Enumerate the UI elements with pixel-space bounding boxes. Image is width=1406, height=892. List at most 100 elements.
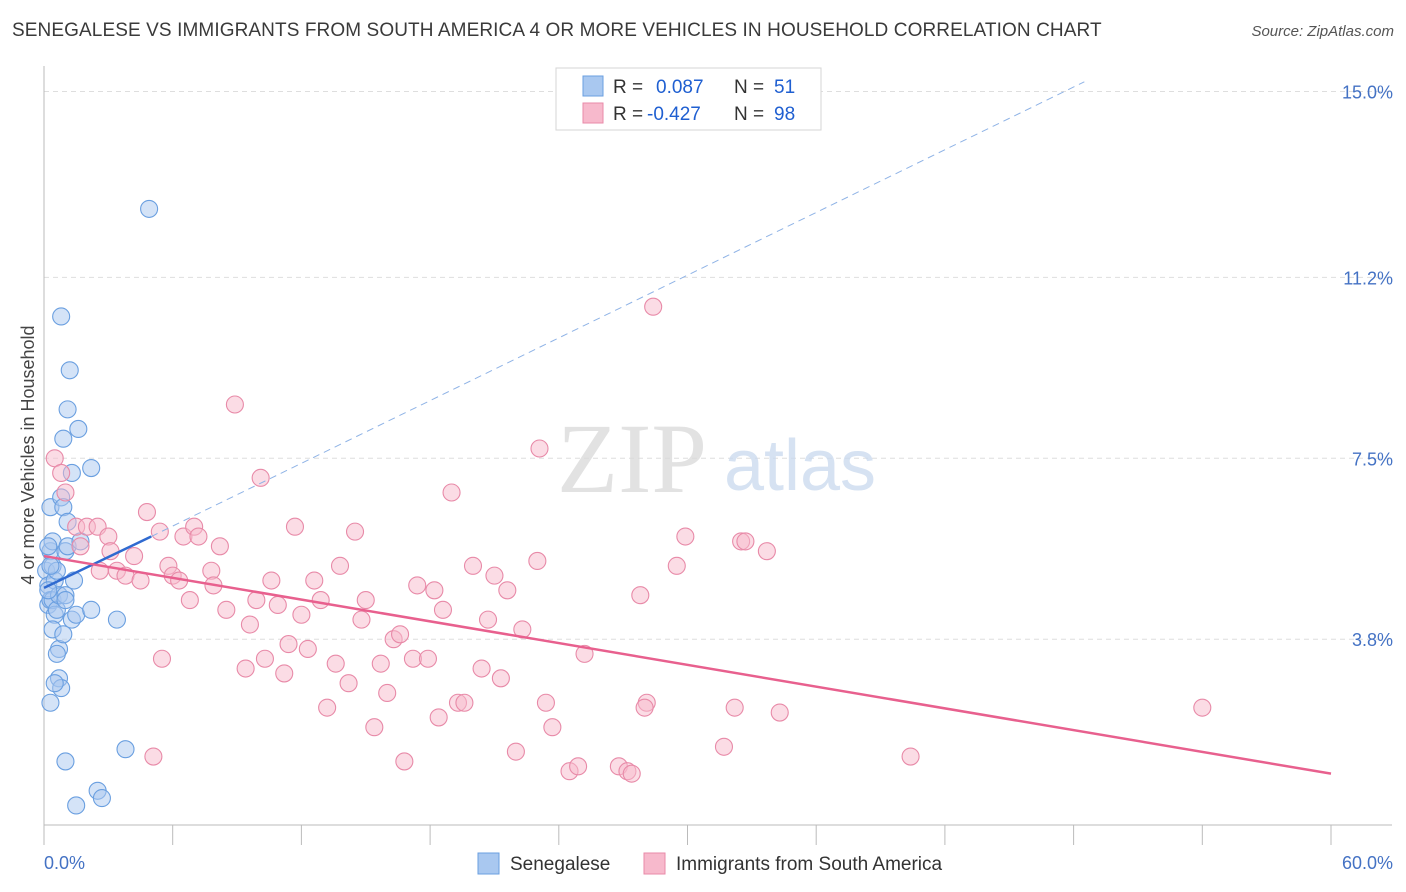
data-point: [403, 649, 422, 668]
data-point: [569, 757, 588, 776]
data-point: [69, 419, 88, 438]
x-tick-label: 0.0%: [44, 853, 85, 873]
data-point: [536, 693, 555, 712]
data-point: [498, 581, 517, 600]
data-point: [41, 556, 60, 575]
data-point: [60, 361, 79, 380]
data-point: [631, 586, 650, 605]
data-point: [45, 674, 64, 693]
data-point: [408, 576, 427, 595]
data-point: [41, 693, 60, 712]
data-point: [455, 693, 474, 712]
data-point: [676, 527, 695, 546]
trend-line-south-america: [43, 554, 1332, 775]
data-point: [429, 708, 448, 727]
series-south-america: [45, 297, 1212, 783]
data-point: [255, 649, 274, 668]
legend-bottom-swatch-senegalese: [477, 852, 500, 875]
legend-bottom-label-south-america: Immigrants from South America: [676, 854, 943, 875]
data-point: [71, 537, 90, 556]
data-point: [285, 517, 305, 536]
data-point: [345, 522, 365, 541]
legend-n-value-1: 51: [774, 77, 795, 98]
data-point: [144, 747, 163, 766]
data-point: [292, 605, 311, 624]
legend-swatch-south-america: [582, 102, 604, 124]
data-point: [365, 718, 384, 737]
data-point: [371, 654, 390, 673]
data-point: [478, 610, 498, 629]
y-tick-label: 7.5%: [1352, 449, 1393, 469]
data-point: [39, 581, 58, 600]
data-point: [644, 297, 663, 316]
data-point: [180, 591, 199, 610]
trend-layer: [43, 81, 1332, 775]
y-tick-label: 11.2%: [1343, 268, 1393, 288]
data-point: [622, 764, 641, 783]
data-point: [757, 542, 776, 561]
legend-bottom-swatch-south-america: [643, 852, 666, 875]
data-point: [298, 639, 317, 659]
data-point: [137, 503, 157, 522]
chart-title: SENEGALESE VS IMMIGRANTS FROM SOUTH AMER…: [12, 20, 1102, 41]
data-point: [107, 610, 126, 629]
data-point: [378, 683, 397, 703]
legend-top: R = 0.087 N = 51 R = -0.427 N = 98: [555, 67, 822, 131]
data-point: [352, 610, 371, 629]
data-point: [54, 429, 73, 448]
data-point: [318, 698, 337, 717]
data-point: [472, 659, 491, 678]
legend-n-value-2: 98: [774, 104, 795, 125]
data-point: [92, 789, 111, 808]
legend-r-label-2: R =: [613, 104, 643, 125]
legend-n-label-1: N =: [734, 77, 764, 98]
data-point: [152, 649, 172, 668]
data-point: [225, 395, 244, 414]
legend-bottom: Senegalese Immigrants from South America: [477, 852, 943, 875]
data-point: [901, 747, 920, 766]
data-point: [67, 796, 86, 815]
data-point: [189, 527, 208, 546]
x-tick-label: 60.0%: [1342, 853, 1393, 873]
data-point: [635, 698, 654, 717]
data-point: [725, 698, 744, 717]
data-point: [463, 556, 483, 575]
data-point: [56, 752, 75, 771]
data-point: [485, 566, 504, 585]
data-point: [236, 659, 255, 678]
legend-bottom-label-senegalese: Senegalese: [510, 854, 610, 875]
data-point: [56, 483, 75, 502]
data-point: [39, 537, 58, 556]
data-point: [251, 468, 270, 487]
data-point: [667, 556, 686, 575]
trend-line-senegalese: [43, 535, 152, 589]
data-point: [770, 703, 789, 722]
trend-line-senegalese-extension: [151, 81, 1085, 537]
data-point: [736, 532, 755, 551]
data-point: [395, 752, 414, 771]
watermark: ZIP atlas: [557, 403, 876, 514]
data-point: [528, 551, 547, 571]
data-point: [1193, 698, 1212, 717]
data-point: [311, 591, 330, 610]
data-point: [433, 600, 453, 619]
legend-n-label-2: N =: [734, 104, 764, 125]
data-point: [125, 547, 144, 566]
data-point: [47, 644, 66, 663]
data-point: [326, 654, 345, 673]
data-point: [339, 674, 358, 693]
data-point: [418, 649, 438, 668]
data-point: [543, 718, 562, 737]
y-tick-labels: 3.8% 7.5% 11.2% 15.0%: [1342, 83, 1393, 651]
data-point: [52, 463, 71, 482]
data-point: [279, 635, 298, 654]
data-point: [491, 669, 510, 688]
y-tick-label: 15.0%: [1342, 83, 1393, 103]
data-point: [391, 625, 410, 644]
legend-swatch-senegalese: [582, 75, 604, 97]
legend-r-label-1: R =: [613, 77, 643, 98]
y-tick-label: 3.8%: [1352, 630, 1393, 650]
source-label: Source: ZipAtlas.com: [1251, 23, 1394, 40]
data-point: [305, 571, 324, 590]
